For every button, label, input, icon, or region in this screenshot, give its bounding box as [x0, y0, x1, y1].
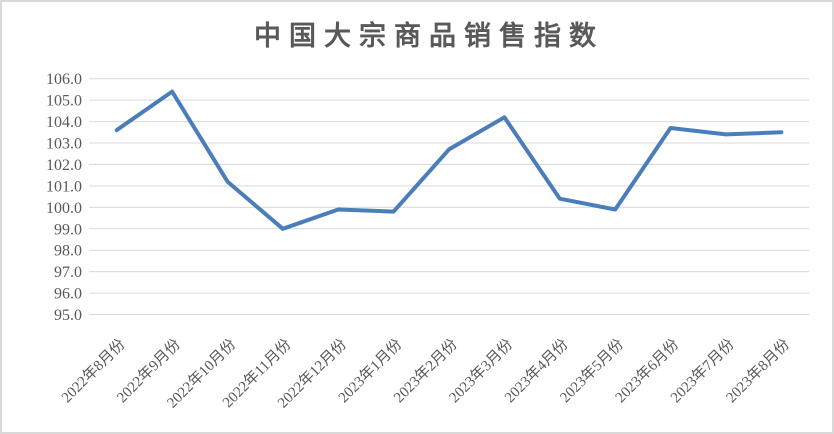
data-series-line [114, 89, 784, 231]
y-axis-tick-label: 104.0 [46, 114, 82, 131]
y-axis-tick-label: 95.0 [54, 307, 82, 324]
y-axis-tick-label: 99.0 [54, 221, 82, 238]
y-axis-tick-label: 98.0 [54, 243, 82, 260]
chart-title: 中国大宗商品销售指数 [254, 21, 604, 51]
y-axis-tick-label: 96.0 [54, 286, 82, 303]
y-axis-tick-label: 101.0 [46, 178, 82, 195]
y-axis-tick-label: 105.0 [46, 93, 82, 110]
y-axis-tick-label: 106.0 [46, 71, 82, 88]
y-axis-tick-label: 102.0 [46, 157, 82, 174]
y-axis-tick-label: 97.0 [54, 264, 82, 281]
y-axis-tick-label: 100.0 [46, 200, 82, 217]
y-axis-tick-label: 103.0 [46, 136, 82, 153]
